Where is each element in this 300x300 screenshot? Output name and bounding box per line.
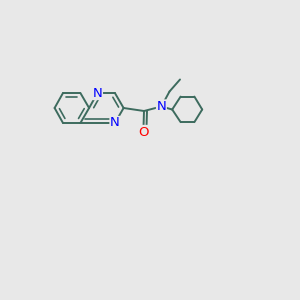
Text: N: N bbox=[93, 86, 102, 100]
Text: O: O bbox=[138, 125, 149, 139]
Text: N: N bbox=[110, 116, 120, 130]
Text: N: N bbox=[157, 100, 166, 113]
